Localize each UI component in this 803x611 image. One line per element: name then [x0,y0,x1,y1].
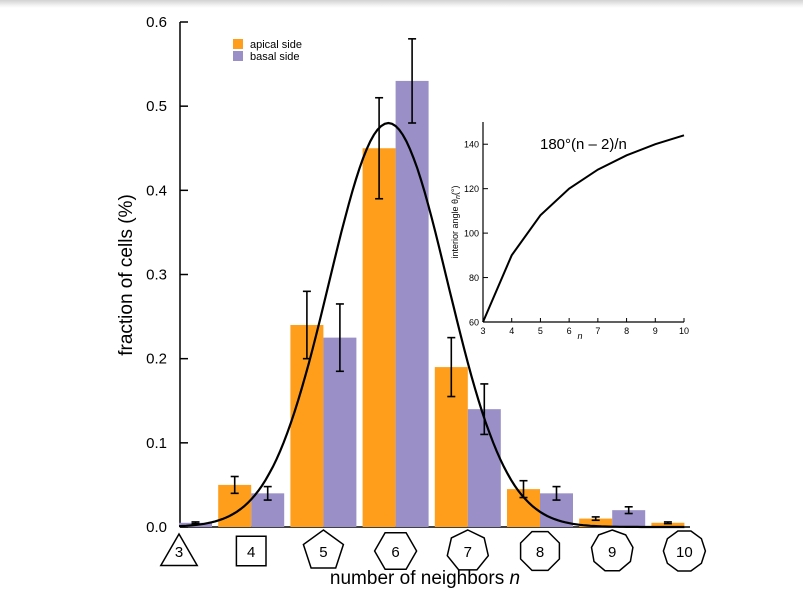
window-top-shadow [0,0,803,8]
axis-labels: fraction of cells (%) number of neighbors… [116,194,520,589]
legend-swatch-basal [233,51,243,61]
inset-angle-line [482,134,685,323]
x-tick-label: 4 [247,544,255,561]
y-tick-label: 0.2 [146,351,167,368]
x-tick-label: 10 [676,544,693,561]
polygon-8 [519,530,561,572]
inset-x-tick-label: 5 [538,326,543,336]
legend-label-basal: basal side [250,51,300,63]
polygon-7 [446,529,490,571]
polygon-10 [662,530,707,572]
y-tick-label: 0.6 [146,14,167,31]
inset-x-tick-label: 6 [567,326,572,336]
inset-chart: 60 80 100 120 140 3 4 5 6 7 8 9 10 180°(n – 2)/n n inte… [450,122,689,341]
x-tick-label: 5 [319,544,327,561]
basal-bar-9 [612,510,646,527]
polygon-3 [159,532,199,567]
inset-y-tick-label: 100 [464,229,479,239]
x-tick-label: 3 [175,544,183,561]
y-axis-title: fraction of cells (%) [116,194,137,356]
y-tick-label: 0.4 [146,182,167,199]
apical-bar-10 [651,522,685,527]
x-tick-label: 7 [464,544,472,561]
inset-x-tick-label: 4 [509,326,514,336]
main-bars [179,80,685,528]
x-axis-title: number of neighbors n [330,568,520,589]
polygon-4 [235,535,267,567]
inset-x-tick-label: 9 [653,326,658,336]
legend-label-apical: apical side [250,39,302,51]
main-error-bars [191,38,672,525]
x-tick-label: 8 [536,544,544,561]
inset-formula: 180°(n – 2)/n [540,136,627,153]
category-polygons: 3 4 5 6 7 8 9 10 [159,529,707,572]
y-tick-label: 0.3 [146,267,167,284]
inset-y-title: interior angle θn(°) [450,185,462,258]
polygon-9 [590,529,634,572]
legend-swatch-apical [233,39,243,49]
inset-y-tick-label: 140 [464,140,479,150]
inset-x-title: n [577,331,582,341]
apical-bar-9 [579,518,613,527]
polygon-5 [302,529,345,569]
y-tick-label: 0.0 [146,519,167,536]
polygon-6 [373,532,418,570]
y-tick-label: 0.5 [146,98,167,115]
apical-bar-6 [362,148,396,527]
y-tick-label: 0.1 [146,435,167,452]
fit-curve [178,121,685,529]
inset-y-tick-label: 80 [469,273,479,283]
inset-x-tick-label: 7 [595,326,600,336]
inset-y-tick-label: 120 [464,184,479,194]
main-fit-curve [178,121,685,529]
basal-bar-6 [395,80,429,528]
inset-x-tick-label: 8 [624,326,629,336]
inset-x-tick-label: 3 [480,326,485,336]
x-tick-label: 6 [391,544,399,561]
inset-y-tick-label: 60 [469,318,479,328]
x-tick-label: 9 [608,544,616,561]
inset-x-tick-label: 10 [679,326,689,336]
